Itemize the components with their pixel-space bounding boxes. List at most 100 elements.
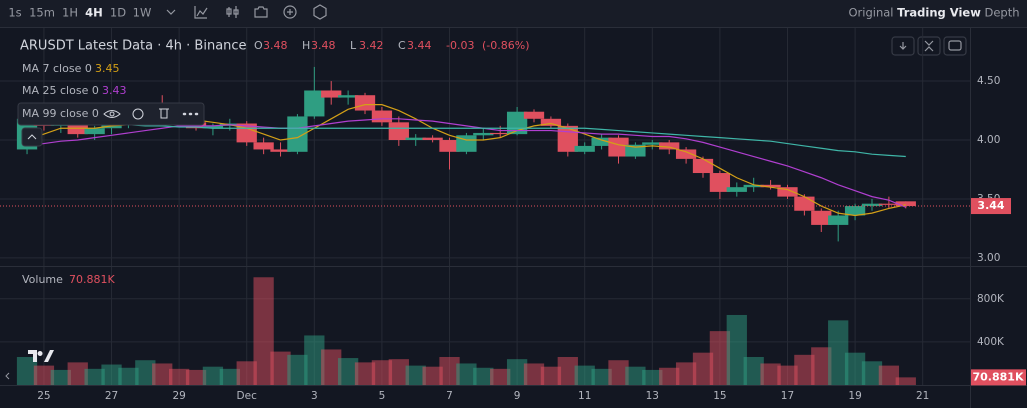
ohlc-value: 3.42 <box>359 39 384 52</box>
volume-tag-label: 70.881K <box>973 370 1024 383</box>
volume-bar <box>473 367 494 385</box>
volume-bar <box>405 365 426 385</box>
volume-bar <box>726 314 747 385</box>
x-tick-label: 11 <box>578 390 591 402</box>
collapse-button[interactable] <box>21 127 43 147</box>
toolbar-group: 1s 15m 1H 4H 1D 1W Original Trading View Depth <box>8 6 1019 20</box>
volume-bar <box>794 354 815 385</box>
ohlc-key: H <box>302 39 310 52</box>
x-tick-label: 5 <box>379 390 386 402</box>
volume-bar <box>625 366 646 385</box>
button[interactable] <box>891 36 915 56</box>
volume-bar <box>490 368 511 385</box>
ma-toolbar <box>17 102 205 126</box>
interval-button[interactable]: 4H <box>85 6 103 20</box>
candle-body <box>844 206 866 216</box>
delete-icon[interactable] <box>159 108 169 119</box>
volume-bar <box>811 347 832 385</box>
volume-bar <box>50 369 71 385</box>
eye-icon[interactable] <box>103 110 121 118</box>
volume-bar <box>608 360 629 385</box>
interval-button[interactable]: 1D <box>110 6 126 20</box>
settings-icon[interactable] <box>132 108 144 120</box>
view-button[interactable]: Original <box>848 6 893 20</box>
x-tick-label: 3 <box>311 390 318 402</box>
interval-button[interactable]: 15m <box>29 6 55 20</box>
view-button[interactable]: Trading View <box>897 6 981 20</box>
dropdown-icon[interactable] <box>166 9 176 15</box>
y-tick-label: 400K <box>977 336 1005 348</box>
candle-body <box>354 95 376 111</box>
volume-bar <box>16 356 38 385</box>
volume-bar <box>574 365 595 385</box>
x-tick-label: 13 <box>646 390 659 402</box>
symbol-title: ARUSDT Latest Data · 4h · Binance <box>20 39 247 54</box>
volume-bar <box>591 368 612 385</box>
candle-body <box>794 196 815 211</box>
volume-bar <box>185 369 207 385</box>
volume-bar <box>456 363 477 385</box>
interval-button[interactable]: 1H <box>62 6 78 20</box>
interval-button[interactable]: 1s <box>8 6 21 20</box>
candle-body <box>337 95 359 98</box>
pane-buttons <box>891 36 967 56</box>
interval-button[interactable]: 1W <box>133 6 152 20</box>
volume-bar <box>168 368 190 385</box>
volume-bar <box>270 351 291 385</box>
candle-body <box>405 137 426 141</box>
volume-bar <box>709 331 731 385</box>
ohlc-key: C <box>398 39 406 52</box>
x-tick-label: 17 <box>781 390 794 402</box>
volume-value: 70.881K <box>69 273 115 286</box>
candle-body <box>760 184 781 188</box>
candle-body <box>388 122 409 141</box>
volume-bar <box>844 352 866 385</box>
volume-bar <box>371 360 393 385</box>
volume-bar <box>760 363 781 385</box>
candle-body <box>675 149 697 159</box>
ma-line <box>26 113 906 158</box>
candle-body <box>574 145 595 152</box>
toolbar-icons <box>166 4 327 20</box>
volume-bar <box>439 356 460 385</box>
add-icon[interactable] <box>283 5 297 19</box>
volume-bar <box>101 364 122 385</box>
candle-body <box>287 116 308 152</box>
candle-body <box>608 137 629 157</box>
candle-body <box>202 125 224 129</box>
volume-bar <box>743 356 764 385</box>
volume-bar <box>287 354 308 385</box>
ma-value: 3.45 <box>95 62 120 75</box>
candle-body <box>439 140 460 152</box>
volume-bar <box>236 361 257 385</box>
volume-bar <box>557 356 578 385</box>
camera-icon[interactable] <box>254 6 268 18</box>
candle-body <box>692 158 714 174</box>
ma-value: 3.43 <box>102 84 127 97</box>
ma-label: MA 7 close 0 <box>22 62 92 75</box>
volume-bar <box>506 359 528 385</box>
candle-body <box>473 132 494 136</box>
indicator-icon[interactable] <box>194 6 208 19</box>
view-button[interactable]: Depth <box>984 6 1019 20</box>
candle-body <box>828 215 849 225</box>
volume-bar <box>642 369 663 385</box>
scroll-left-icon[interactable] <box>5 372 10 380</box>
button[interactable] <box>917 36 941 56</box>
y-tick-label: 4.00 <box>977 134 1000 146</box>
button[interactable] <box>943 36 967 56</box>
tradingview-logo <box>28 350 54 362</box>
volume-tag <box>971 369 1026 386</box>
candle-body <box>777 187 798 197</box>
down-icon <box>899 42 907 50</box>
volume-bar <box>118 367 139 385</box>
volume-bar <box>354 362 376 385</box>
settings-icon[interactable] <box>313 4 327 20</box>
volume-bar <box>861 361 883 385</box>
candle-icon[interactable] <box>226 6 239 18</box>
volume-bar <box>388 359 409 385</box>
ma-label: MA 99 close 0 <box>22 107 99 120</box>
candle-body <box>878 203 900 205</box>
